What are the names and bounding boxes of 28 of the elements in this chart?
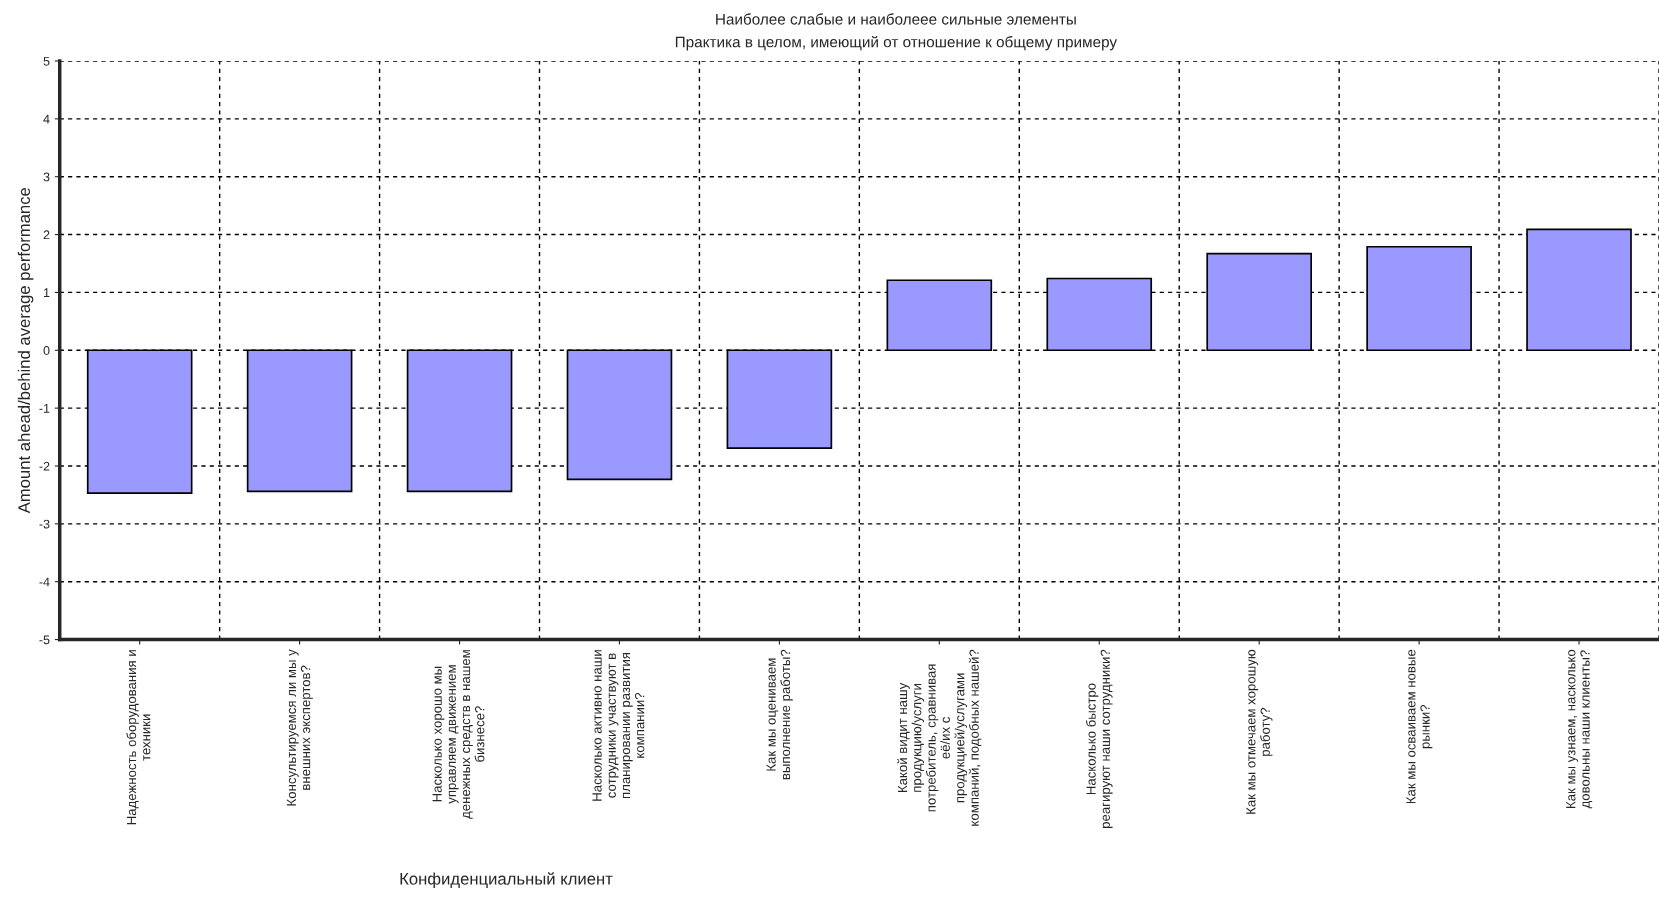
x-tick-label: Надежность оборудования и техники (126, 650, 151, 825)
y-tick-label: -3 (39, 519, 50, 529)
bar (1366, 245, 1472, 352)
x-tick-label: Насколько активно наши сотрудники участвуют в планировании развития компании? (592, 650, 645, 801)
x-tick-label: Как мы отмечаем хорошую работу? (1246, 649, 1273, 814)
y-tick-label: 5 (43, 56, 50, 66)
x-tick-label: Консультируемся ли мы у внешних экспертов? (286, 649, 313, 806)
y-tick-label: -5 (39, 635, 50, 645)
text: Конфиденциальный клиент (400, 872, 613, 889)
x-tick-label: Как мы осваиваем новые рынки? (1406, 649, 1433, 804)
chart-subtitle: Практика в целом, имеющий от отношение к общему примеру (675, 35, 1118, 51)
y-axis-title: Amount ahead/behind average performance (17, 187, 34, 514)
chart-title: Наиболее слабые и наиболеее сильные элементы (716, 13, 1076, 25)
y-tick-label: 1 (44, 288, 50, 297)
y-tick-label: 2 (43, 230, 50, 240)
y-tick-label: -2 (39, 461, 50, 471)
y-tick-label: 3 (43, 172, 50, 182)
y-tick-label: 4 (43, 114, 50, 124)
x-tick-label: Какой видит нашу продукцию/услуги потребитель, сравнивая её/их с продукцией/услугами компаний, подобных нашей? (897, 649, 982, 826)
x-tick-label: Насколько хорошо мы управляем движением денежных средств в нашем бизнесе? (432, 650, 485, 819)
x-tick-label: Как мы оцениваем выполнение работы? (766, 649, 793, 780)
bar (566, 349, 673, 481)
y-tick-label: 0 (43, 346, 50, 355)
y-tick-label: -4 (39, 577, 50, 587)
x-tick-label: Насколько быстро реагируют наши сотрудники? (1085, 649, 1113, 828)
x-tick-label: Как мы узнаем, насколько довольны наши клиенты? (1566, 649, 1593, 809)
y-tick-label: -1 (39, 404, 50, 413)
bar (1526, 228, 1632, 352)
